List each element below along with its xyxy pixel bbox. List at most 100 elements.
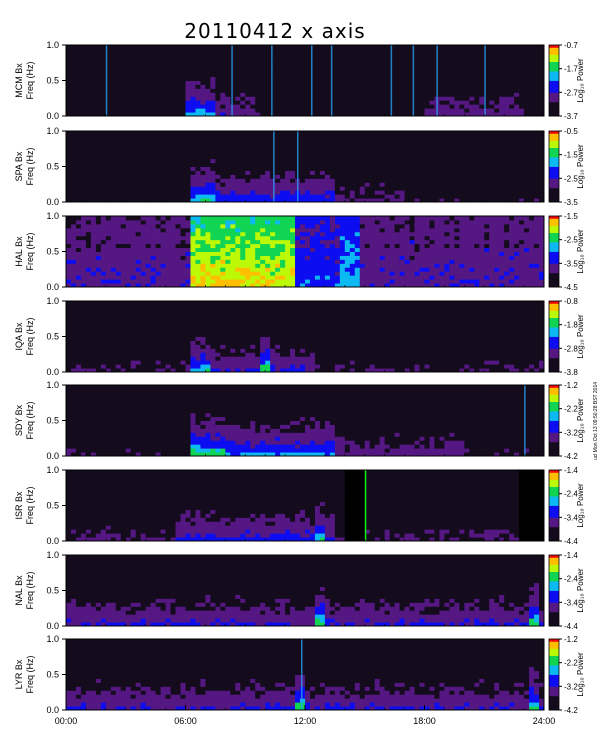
spectrogram-cell (334, 283, 341, 288)
spectrogram-cell (225, 108, 231, 113)
spectrogram-cell (285, 190, 291, 195)
spectrogram-cell (534, 154, 540, 160)
spectrogram-cell (539, 48, 545, 54)
spectrogram-cell (290, 267, 296, 272)
spectrogram-cell (66, 186, 72, 191)
spectrogram-cell (314, 45, 321, 50)
spectrogram-cell (180, 104, 186, 109)
spectrogram-cell (369, 170, 376, 175)
spectrogram-cell (130, 275, 137, 280)
spectrogram-cell (125, 235, 132, 241)
spectrogram-cell (300, 166, 306, 171)
spectrogram-cell (105, 134, 112, 140)
spectrogram-cell (180, 231, 186, 237)
spectrogram-cell (235, 263, 241, 268)
spectrogram-cell (225, 131, 231, 136)
spectrogram-cell (344, 56, 351, 62)
spectrogram-cell (439, 182, 445, 187)
spectrogram-cell (399, 88, 406, 93)
spectrogram-cell (469, 190, 475, 195)
spectrogram-cell (364, 283, 371, 288)
spectrogram-cell (125, 198, 132, 203)
spectrogram-cell (145, 182, 152, 187)
spectrogram-cell (230, 166, 236, 171)
spectrogram-cell (150, 194, 157, 199)
spectrogram-cell (479, 72, 485, 78)
spectrogram-cell (80, 166, 87, 171)
spectrogram-cell (215, 223, 221, 229)
spectrogram-cell (309, 227, 316, 233)
spectrogram-cell (250, 100, 256, 105)
spectrogram-cell (105, 227, 112, 233)
spectrogram-cell (180, 259, 186, 264)
spectrogram-cell (100, 190, 107, 195)
spectrogram-cell (105, 271, 112, 276)
spectrogram-cell (270, 170, 276, 175)
spectrogram-cell (414, 131, 421, 136)
spectrogram-cell (185, 45, 191, 50)
spectrogram-cell (449, 64, 455, 70)
spectrogram-cell (70, 223, 77, 229)
spectrogram-cell (240, 138, 246, 144)
spectrogram-cell (110, 56, 117, 62)
spectrogram-cell (439, 255, 445, 260)
spectrogram-cell (394, 186, 401, 191)
spectrogram-cell (105, 84, 112, 89)
spectrogram-cell (130, 174, 137, 179)
spectrogram-cell (130, 88, 137, 93)
spectrogram-cell (479, 92, 485, 97)
spectrogram-cell (374, 255, 381, 260)
spectrogram-cell (359, 198, 366, 203)
spectrogram-cell (115, 219, 122, 225)
spectrogram-cell (225, 112, 231, 117)
spectrogram-cell (300, 243, 306, 249)
spectrogram-cell (434, 182, 440, 187)
spectrogram-cell (414, 223, 421, 229)
spectrogram-cell (419, 88, 425, 93)
spectrogram-cell (80, 56, 87, 62)
spectrogram-cell (409, 150, 416, 156)
spectrogram-cell (235, 190, 241, 195)
spectrogram-cell (95, 267, 102, 272)
spectrogram-cell (66, 48, 72, 54)
spectrogram-cell (459, 186, 465, 191)
spectrogram-cell (499, 170, 505, 175)
spectrogram-cell (439, 150, 445, 156)
spectrogram-cell (250, 64, 256, 70)
spectrogram-cell (110, 227, 117, 233)
spectrogram-cell (180, 48, 186, 54)
spectrogram-cell (230, 267, 236, 272)
spectrogram-cell (170, 88, 177, 93)
spectrogram-cell (260, 227, 266, 233)
spectrogram-cell (369, 76, 376, 81)
spectrogram-cell (344, 283, 351, 288)
spectrogram-cell (509, 190, 515, 195)
spectrogram-cell (110, 166, 117, 171)
spectrogram-cell (414, 60, 421, 66)
spectrogram-cell (265, 68, 271, 74)
spectrogram-cell (200, 243, 206, 249)
spectrogram-cell (205, 150, 211, 156)
spectrogram-cell (424, 216, 430, 221)
spectrogram-cell (95, 243, 102, 249)
spectrogram-cell (324, 194, 331, 199)
spectrogram-cell (290, 45, 296, 50)
spectrogram-cell (290, 227, 296, 233)
spectrogram-cell (200, 182, 206, 187)
spectrogram-cell (344, 223, 351, 229)
spectrogram-cell (265, 186, 271, 191)
spectrogram-cell (349, 52, 356, 58)
spectrogram-cell (260, 263, 266, 268)
spectrogram-cell (379, 283, 386, 288)
spectrogram-cell (205, 166, 211, 171)
spectrogram-cell (195, 112, 201, 117)
spectrogram-cell (524, 108, 530, 113)
spectrogram-cell (285, 154, 291, 160)
spectrogram-cell (125, 227, 132, 233)
spectrogram-cell (374, 92, 381, 97)
spectrogram-cell (499, 112, 505, 117)
spectrogram-cell (504, 131, 510, 136)
spectrogram-cell (374, 166, 381, 171)
spectrogram-cell (110, 80, 117, 85)
spectrogram-cell (449, 255, 455, 260)
